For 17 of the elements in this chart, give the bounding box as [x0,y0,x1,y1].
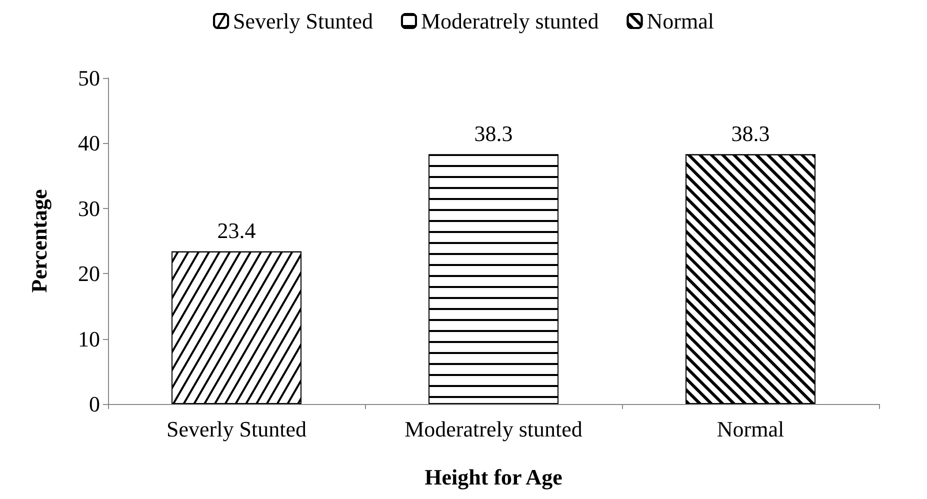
x-axis-title: Height for Age [424,464,563,490]
data-label: 38.3 [731,120,770,146]
y-tick-label: 20 [78,261,100,286]
legend-label: Severly Stunted [233,8,373,34]
y-tick-label: 10 [78,326,100,352]
data-label: 23.4 [217,218,256,243]
y-tick-label: 40 [78,130,100,156]
y-tick-label: 0 [89,392,100,416]
y-tick-label: 30 [78,196,100,221]
legend-label: Normal [646,8,714,34]
x-tick-label: Moderatrely stunted [404,416,582,442]
x-tick-label: Normal [716,416,784,442]
legend-label: Moderatrely stunted [420,8,599,34]
y-axis-title: Percentage [26,189,52,293]
y-tick-label: 50 [78,66,100,90]
x-tick-label: Severly Stunted [166,416,306,442]
data-label: 38.3 [474,120,513,146]
